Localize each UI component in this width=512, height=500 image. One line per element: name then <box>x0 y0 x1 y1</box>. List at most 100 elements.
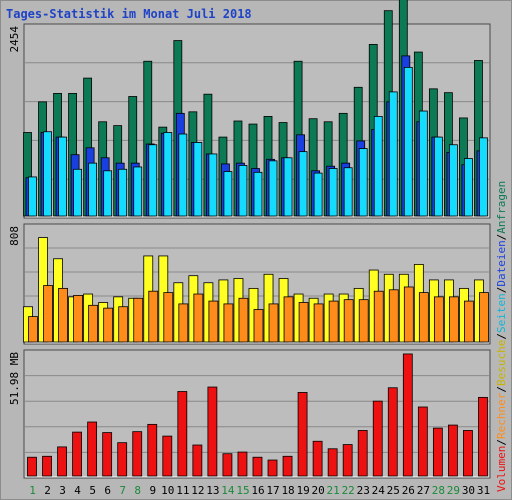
bar-seiten-day-7 <box>118 168 128 217</box>
x-label-day-20: 20 <box>312 484 325 497</box>
legend-sep: / <box>495 287 508 294</box>
x-label-day-15: 15 <box>236 484 249 497</box>
bar-volumen-day-24 <box>372 400 383 477</box>
bar-seiten-day-9 <box>148 144 158 217</box>
x-label-day-10: 10 <box>161 484 174 497</box>
bar-rechner-day-29 <box>449 296 459 343</box>
bar-rechner-day-26 <box>403 286 414 343</box>
x-label-day-19: 19 <box>296 484 309 497</box>
bar-rechner-day-21 <box>328 300 339 343</box>
bar-volumen-day-23 <box>357 430 368 477</box>
bar-rechner-day-20 <box>313 303 324 343</box>
y-max-label: 808 <box>8 226 21 246</box>
bar-rechner-day-6 <box>103 307 114 343</box>
bar-volumen-day-10 <box>162 435 173 477</box>
bar-rechner-day-4 <box>73 295 83 343</box>
bar-seiten-day-2 <box>43 131 52 217</box>
bar-rechner-day-15 <box>238 297 249 343</box>
bar-volumen-day-27 <box>417 406 428 477</box>
chart-title: Tages-Statistik im Monat Juli 2018 <box>6 7 252 21</box>
bar-seiten-day-22 <box>343 167 353 217</box>
bar-volumen-day-29 <box>448 424 458 477</box>
bar-volumen-day-15 <box>237 451 248 477</box>
bar-seiten-day-30 <box>464 158 473 217</box>
bar-rechner-day-13 <box>208 300 219 343</box>
x-label-day-23: 23 <box>357 484 370 497</box>
bar-rechner-day-14 <box>223 303 234 343</box>
bar-rechner-day-19 <box>298 302 309 343</box>
bar-seiten-day-12 <box>193 142 203 217</box>
bar-seiten-day-17 <box>268 160 278 217</box>
bar-volumen-day-14 <box>222 453 233 477</box>
legend-sep: / <box>495 386 508 393</box>
x-label-day-28: 28 <box>432 484 445 497</box>
bar-volumen-day-13 <box>207 386 218 477</box>
bar-seiten-day-25 <box>388 91 398 217</box>
bar-rechner-day-23 <box>358 299 369 343</box>
bar-rechner-day-10 <box>163 292 174 343</box>
bar-volumen-day-2 <box>42 455 52 477</box>
bar-volumen-day-16 <box>252 456 263 477</box>
bar-rechner-day-5 <box>88 304 99 343</box>
y-max-label: 51.98 MB <box>8 352 21 405</box>
bar-volumen-day-21 <box>327 448 338 477</box>
bar-volumen-day-3 <box>57 446 67 477</box>
bar-volumen-day-25 <box>387 387 398 477</box>
bar-rechner-day-28 <box>433 296 444 343</box>
bar-seiten-day-11 <box>178 133 188 217</box>
bar-seiten-day-14 <box>223 171 233 217</box>
bar-seiten-day-26 <box>403 66 413 217</box>
bar-rechner-day-16 <box>253 309 264 343</box>
bar-seiten-day-6 <box>103 170 113 217</box>
x-label-day-11: 11 <box>176 484 189 497</box>
bar-volumen-day-18 <box>282 455 293 477</box>
x-label-day-2: 2 <box>44 484 51 497</box>
bar-seiten-day-8 <box>133 166 143 217</box>
x-label-day-9: 9 <box>149 484 156 497</box>
bar-rechner-day-22 <box>343 299 354 343</box>
bar-rechner-day-7 <box>118 306 129 343</box>
x-label-day-7: 7 <box>119 484 126 497</box>
bar-rechner-day-3 <box>58 287 68 343</box>
bar-seiten-day-24 <box>373 116 383 217</box>
bar-volumen-day-31 <box>478 396 488 477</box>
bar-volumen-day-9 <box>147 423 158 477</box>
bar-volumen-day-22 <box>342 444 353 477</box>
x-label-day-13: 13 <box>206 484 219 497</box>
x-label-day-25: 25 <box>387 484 400 497</box>
bar-volumen-day-26 <box>402 353 413 477</box>
x-label-day-5: 5 <box>89 484 96 497</box>
bar-seiten-day-10 <box>163 132 173 217</box>
bar-rechner-day-17 <box>268 303 279 343</box>
bar-seiten-day-1 <box>28 176 37 217</box>
x-label-day-18: 18 <box>281 484 294 497</box>
bar-seiten-day-16 <box>253 171 263 217</box>
bar-volumen-day-28 <box>432 427 443 477</box>
bar-volumen-day-11 <box>177 391 188 477</box>
bar-volumen-day-6 <box>102 432 113 477</box>
x-label-day-14: 14 <box>221 484 235 497</box>
bar-seiten-day-21 <box>328 168 338 217</box>
bar-seiten-day-3 <box>58 136 67 217</box>
legend-dateien: Dateien <box>495 240 508 286</box>
bar-seiten-day-27 <box>418 110 428 217</box>
x-label-day-4: 4 <box>74 484 81 497</box>
bar-rechner-day-9 <box>148 290 159 343</box>
bar-rechner-day-11 <box>178 303 189 343</box>
bar-volumen-day-5 <box>87 421 98 477</box>
bar-rechner-day-27 <box>418 292 429 343</box>
bar-seiten-day-23 <box>358 148 368 217</box>
x-label-day-6: 6 <box>104 484 111 497</box>
bar-rechner-day-25 <box>388 289 399 343</box>
x-label-day-3: 3 <box>59 484 66 497</box>
bar-volumen-day-1 <box>27 456 37 477</box>
legend-vertical: Volumen/Rechner/Besuche/Seiten/Dateien/A… <box>495 181 508 492</box>
bar-rechner-day-30 <box>464 300 474 343</box>
bar-seiten-day-4 <box>73 168 82 217</box>
legend-sep: / <box>495 439 508 446</box>
x-label-day-8: 8 <box>134 484 141 497</box>
legend-anfragen: Anfragen <box>495 181 508 234</box>
legend-seiten: Seiten <box>495 293 508 333</box>
bar-volumen-day-8 <box>132 431 143 477</box>
